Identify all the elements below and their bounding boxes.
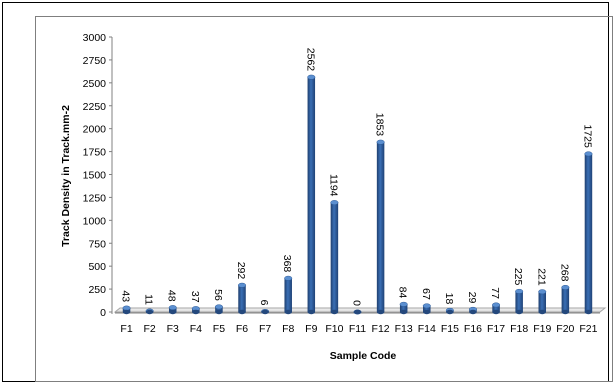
y-tick-label: 1000 xyxy=(83,215,107,227)
x-tick-label: F11 xyxy=(349,323,366,335)
x-tick-label: F3 xyxy=(167,323,179,335)
y-axis-title: Track Density in Track.mm-2 xyxy=(60,105,72,247)
data-labels: F1 43 F2 11 F3 48 F4 37 F5 56 F6 292 F7 6 F8 368 F9 2562 F… xyxy=(120,48,598,335)
bar-f18 xyxy=(515,288,524,315)
data-label: 368 xyxy=(281,255,293,273)
x-tick-label: F16 xyxy=(464,323,482,335)
data-label: 225 xyxy=(512,268,524,286)
bars xyxy=(122,74,593,315)
bar-f19 xyxy=(538,289,547,315)
x-tick-label: F6 xyxy=(236,323,248,335)
x-tick-label: F15 xyxy=(441,323,459,335)
y-tick-label: 2000 xyxy=(83,124,107,136)
y-tick-label: 2500 xyxy=(83,78,107,90)
y-tick-label: 1500 xyxy=(83,170,107,182)
y-tick-label: 2250 xyxy=(83,101,107,113)
bar-f15 xyxy=(445,307,454,315)
bar-f5 xyxy=(214,304,223,315)
y-tick-label: 2750 xyxy=(83,55,107,67)
data-label: 67 xyxy=(420,288,432,300)
data-label: 37 xyxy=(189,291,201,303)
x-tick-label: F19 xyxy=(533,323,551,335)
x-axis-title: Sample Code xyxy=(330,350,397,362)
bar-f9 xyxy=(307,74,316,315)
x-tick-label: F9 xyxy=(305,323,317,335)
bar-f3 xyxy=(168,305,177,315)
x-tick-label: F14 xyxy=(418,323,436,335)
bar-f7 xyxy=(261,309,270,315)
x-tick-label: F20 xyxy=(556,323,574,335)
x-tick-label: F18 xyxy=(510,323,528,335)
data-label: 1853 xyxy=(374,113,386,137)
bar-f2 xyxy=(145,308,154,315)
data-label: 48 xyxy=(166,290,178,302)
data-label: 1194 xyxy=(327,174,339,197)
data-label: 29 xyxy=(466,292,478,304)
bar-f21 xyxy=(584,151,593,315)
y-tick-label: 250 xyxy=(88,284,106,296)
data-label: 43 xyxy=(120,290,132,302)
x-tick-label: F21 xyxy=(579,323,597,335)
y-tick-label: 1750 xyxy=(83,147,107,159)
x-tick-label: F1 xyxy=(120,323,132,335)
bar-f11 xyxy=(353,309,362,315)
data-label: 11 xyxy=(143,294,155,305)
x-tick-label: F13 xyxy=(395,323,413,335)
bar-f20 xyxy=(561,284,570,315)
bar-f14 xyxy=(422,303,431,315)
x-tick-label: F2 xyxy=(144,323,156,335)
x-tick-label: F10 xyxy=(325,323,343,335)
x-tick-label: F7 xyxy=(259,323,271,335)
bar-f10 xyxy=(330,200,339,315)
data-label: 6 xyxy=(258,300,270,306)
x-tick-label: F4 xyxy=(190,323,202,335)
bar-f8 xyxy=(284,275,293,315)
bar-f4 xyxy=(191,306,200,315)
axes: 0250500750100012501500175020002250250027… xyxy=(83,32,600,319)
x-tick-label: F12 xyxy=(372,323,390,335)
y-tick-label: 1250 xyxy=(83,192,107,204)
data-label: 2562 xyxy=(304,48,316,72)
chart-frame-inner xyxy=(35,16,613,382)
data-label: 268 xyxy=(558,264,570,282)
y-tick-label: 750 xyxy=(88,238,106,250)
data-label: 77 xyxy=(489,287,501,299)
x-tick-label: F8 xyxy=(282,323,294,335)
data-label: 221 xyxy=(535,268,547,286)
bar-f17 xyxy=(492,302,501,315)
data-label: 0 xyxy=(351,300,363,306)
data-label: 56 xyxy=(212,289,224,301)
y-tick-label: 500 xyxy=(88,261,106,273)
data-label: 84 xyxy=(397,287,409,299)
bar-f6 xyxy=(238,282,247,315)
bar-f1 xyxy=(122,305,131,315)
data-label: 18 xyxy=(443,293,455,305)
x-tick-label: F17 xyxy=(487,323,505,335)
y-tick-label: 0 xyxy=(100,307,106,319)
bar-f13 xyxy=(399,301,408,315)
bar-f12 xyxy=(376,139,385,315)
y-tick-label: 3000 xyxy=(83,32,107,44)
data-label: 292 xyxy=(235,262,247,280)
x-tick-label: F5 xyxy=(213,323,225,335)
data-label: 1725 xyxy=(581,125,593,149)
bar-f16 xyxy=(468,306,477,315)
